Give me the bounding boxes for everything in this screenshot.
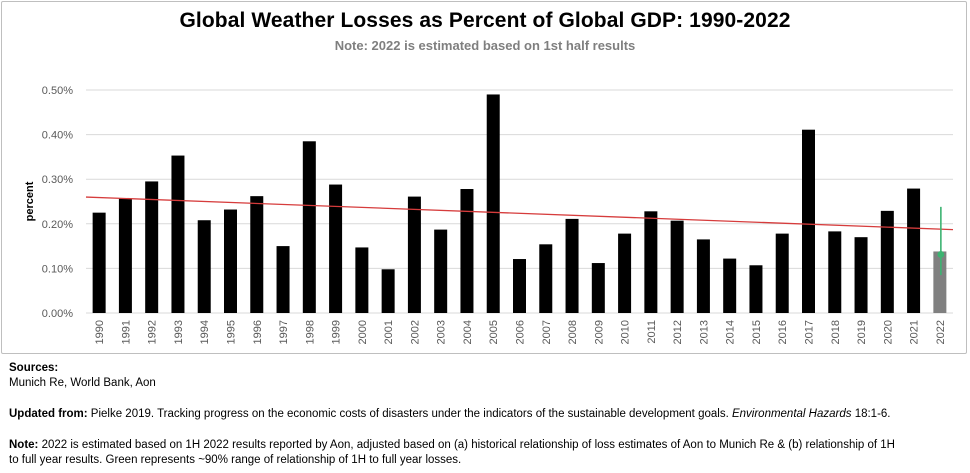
x-tick-label: 1992 (147, 320, 159, 344)
bar-2001 (381, 269, 395, 313)
x-tick-label: 2012 (672, 320, 684, 344)
bar-1999 (329, 184, 343, 313)
x-tick-label: 2006 (515, 320, 527, 344)
bar-1997 (276, 246, 290, 313)
bar-2009 (591, 263, 605, 313)
bar-2011 (644, 211, 658, 313)
bar-2000 (355, 247, 369, 313)
y-axis-label: percent (24, 181, 36, 221)
x-tick-label: 2007 (541, 320, 553, 344)
bar-2015 (749, 265, 763, 313)
bar-1998 (302, 141, 316, 313)
bar-2005 (486, 94, 500, 314)
updated-ref: 18:1-6. (851, 408, 891, 420)
x-tick-label: 2008 (567, 320, 579, 344)
bar-1990 (92, 212, 106, 313)
sources-block: Sources: Munich Re, World Bank, Aon (9, 361, 156, 391)
y-tick-label: 0.40% (42, 130, 73, 142)
bar-2021 (907, 188, 921, 313)
sources-text: Munich Re, World Bank, Aon (9, 377, 156, 389)
x-tick-label: 1996 (252, 320, 264, 344)
x-tick-label: 2017 (804, 320, 816, 344)
y-tick-label: 0.10% (42, 263, 73, 275)
x-tick-label: 1999 (331, 320, 343, 344)
bar-chart: 0.00% 0.10% 0.20% 0.30% 0.40% 0.50% percent 199… (24, 85, 954, 344)
x-tick-label: 2013 (698, 320, 710, 344)
chart-frame (1, 1, 967, 354)
x-tick-label: 2014 (725, 320, 737, 344)
bar-1994 (197, 220, 211, 313)
updated-text: Pielke 2019. Tracking progress on the ec… (87, 408, 732, 420)
note-label: Note: (9, 439, 39, 451)
bar-2014 (723, 258, 737, 313)
x-tick-label: 2020 (882, 320, 894, 344)
bar-1992 (145, 181, 159, 313)
x-tick-label: 2004 (462, 320, 474, 344)
note-line1: 2022 is estimated based on 1H 2022 resul… (38, 439, 895, 451)
x-tick-label: 1990 (94, 320, 106, 344)
bar-2019 (854, 237, 868, 313)
x-tick-label: 2022 (935, 320, 947, 344)
note-block: Note: 2022 is estimated based on 1H 2022… (9, 438, 895, 468)
x-tick-label: 1994 (199, 320, 211, 344)
bar-1996 (250, 196, 264, 313)
sources-label: Sources: (9, 362, 59, 374)
x-tick-label: 2003 (436, 320, 448, 344)
x-tick-label: 2011 (646, 320, 658, 344)
bar-2008 (565, 218, 579, 313)
x-tick-label: 2018 (830, 320, 842, 344)
bar-2004 (460, 189, 474, 313)
bar-2010 (618, 233, 632, 313)
bar-2016 (775, 233, 789, 313)
x-tick-label: 2002 (409, 320, 421, 344)
bar-1991 (118, 198, 132, 313)
x-tick-label: 2010 (620, 320, 632, 344)
estimate-marker (937, 251, 945, 258)
bar-2020 (880, 210, 894, 313)
x-tick-label: 1998 (304, 320, 316, 344)
bar-2013 (696, 239, 710, 313)
y-tick-label: 0.20% (42, 219, 73, 231)
x-tick-label: 2000 (357, 320, 369, 344)
bar-1995 (224, 209, 237, 313)
bar-2018 (828, 231, 842, 313)
chart-title: Global Weather Losses as Percent of Glob… (179, 9, 791, 32)
bar-2007 (539, 244, 553, 313)
x-tick-label: 1997 (278, 320, 290, 344)
y-tick-label: 0.50% (42, 85, 73, 97)
x-tick-label: 2021 (909, 320, 921, 344)
bar-2003 (434, 229, 448, 313)
x-tick-label: 2009 (593, 320, 605, 344)
y-tick-label: 0.00% (42, 308, 73, 320)
x-tick-label: 2016 (777, 320, 789, 344)
bar-2012 (670, 220, 684, 313)
x-tick-label: 1991 (120, 320, 132, 344)
updated-label: Updated from: (9, 408, 88, 420)
x-tick-label: 1993 (173, 320, 185, 344)
updated-journal: Environmental Hazards (731, 408, 852, 420)
chart-subtitle: Note: 2022 is estimated based on 1st hal… (334, 38, 636, 53)
bar-2022 (933, 251, 947, 313)
y-tick-label: 0.30% (42, 174, 73, 186)
bar-1993 (171, 155, 185, 313)
x-tick-label: 2005 (488, 320, 500, 344)
bar-2006 (513, 259, 526, 313)
note-line2: to full year results. Green represents ~… (9, 454, 462, 466)
x-tick-label: 2001 (383, 320, 395, 344)
x-tick-label: 2015 (751, 320, 763, 344)
updated-block: Updated from: Pielke 2019. Tracking prog… (9, 407, 891, 422)
bar-2017 (802, 129, 815, 313)
x-tick-label: 2019 (856, 320, 868, 344)
trendline (85, 196, 954, 231)
bar-2002 (407, 196, 421, 313)
x-tick-label: 1995 (226, 320, 238, 344)
